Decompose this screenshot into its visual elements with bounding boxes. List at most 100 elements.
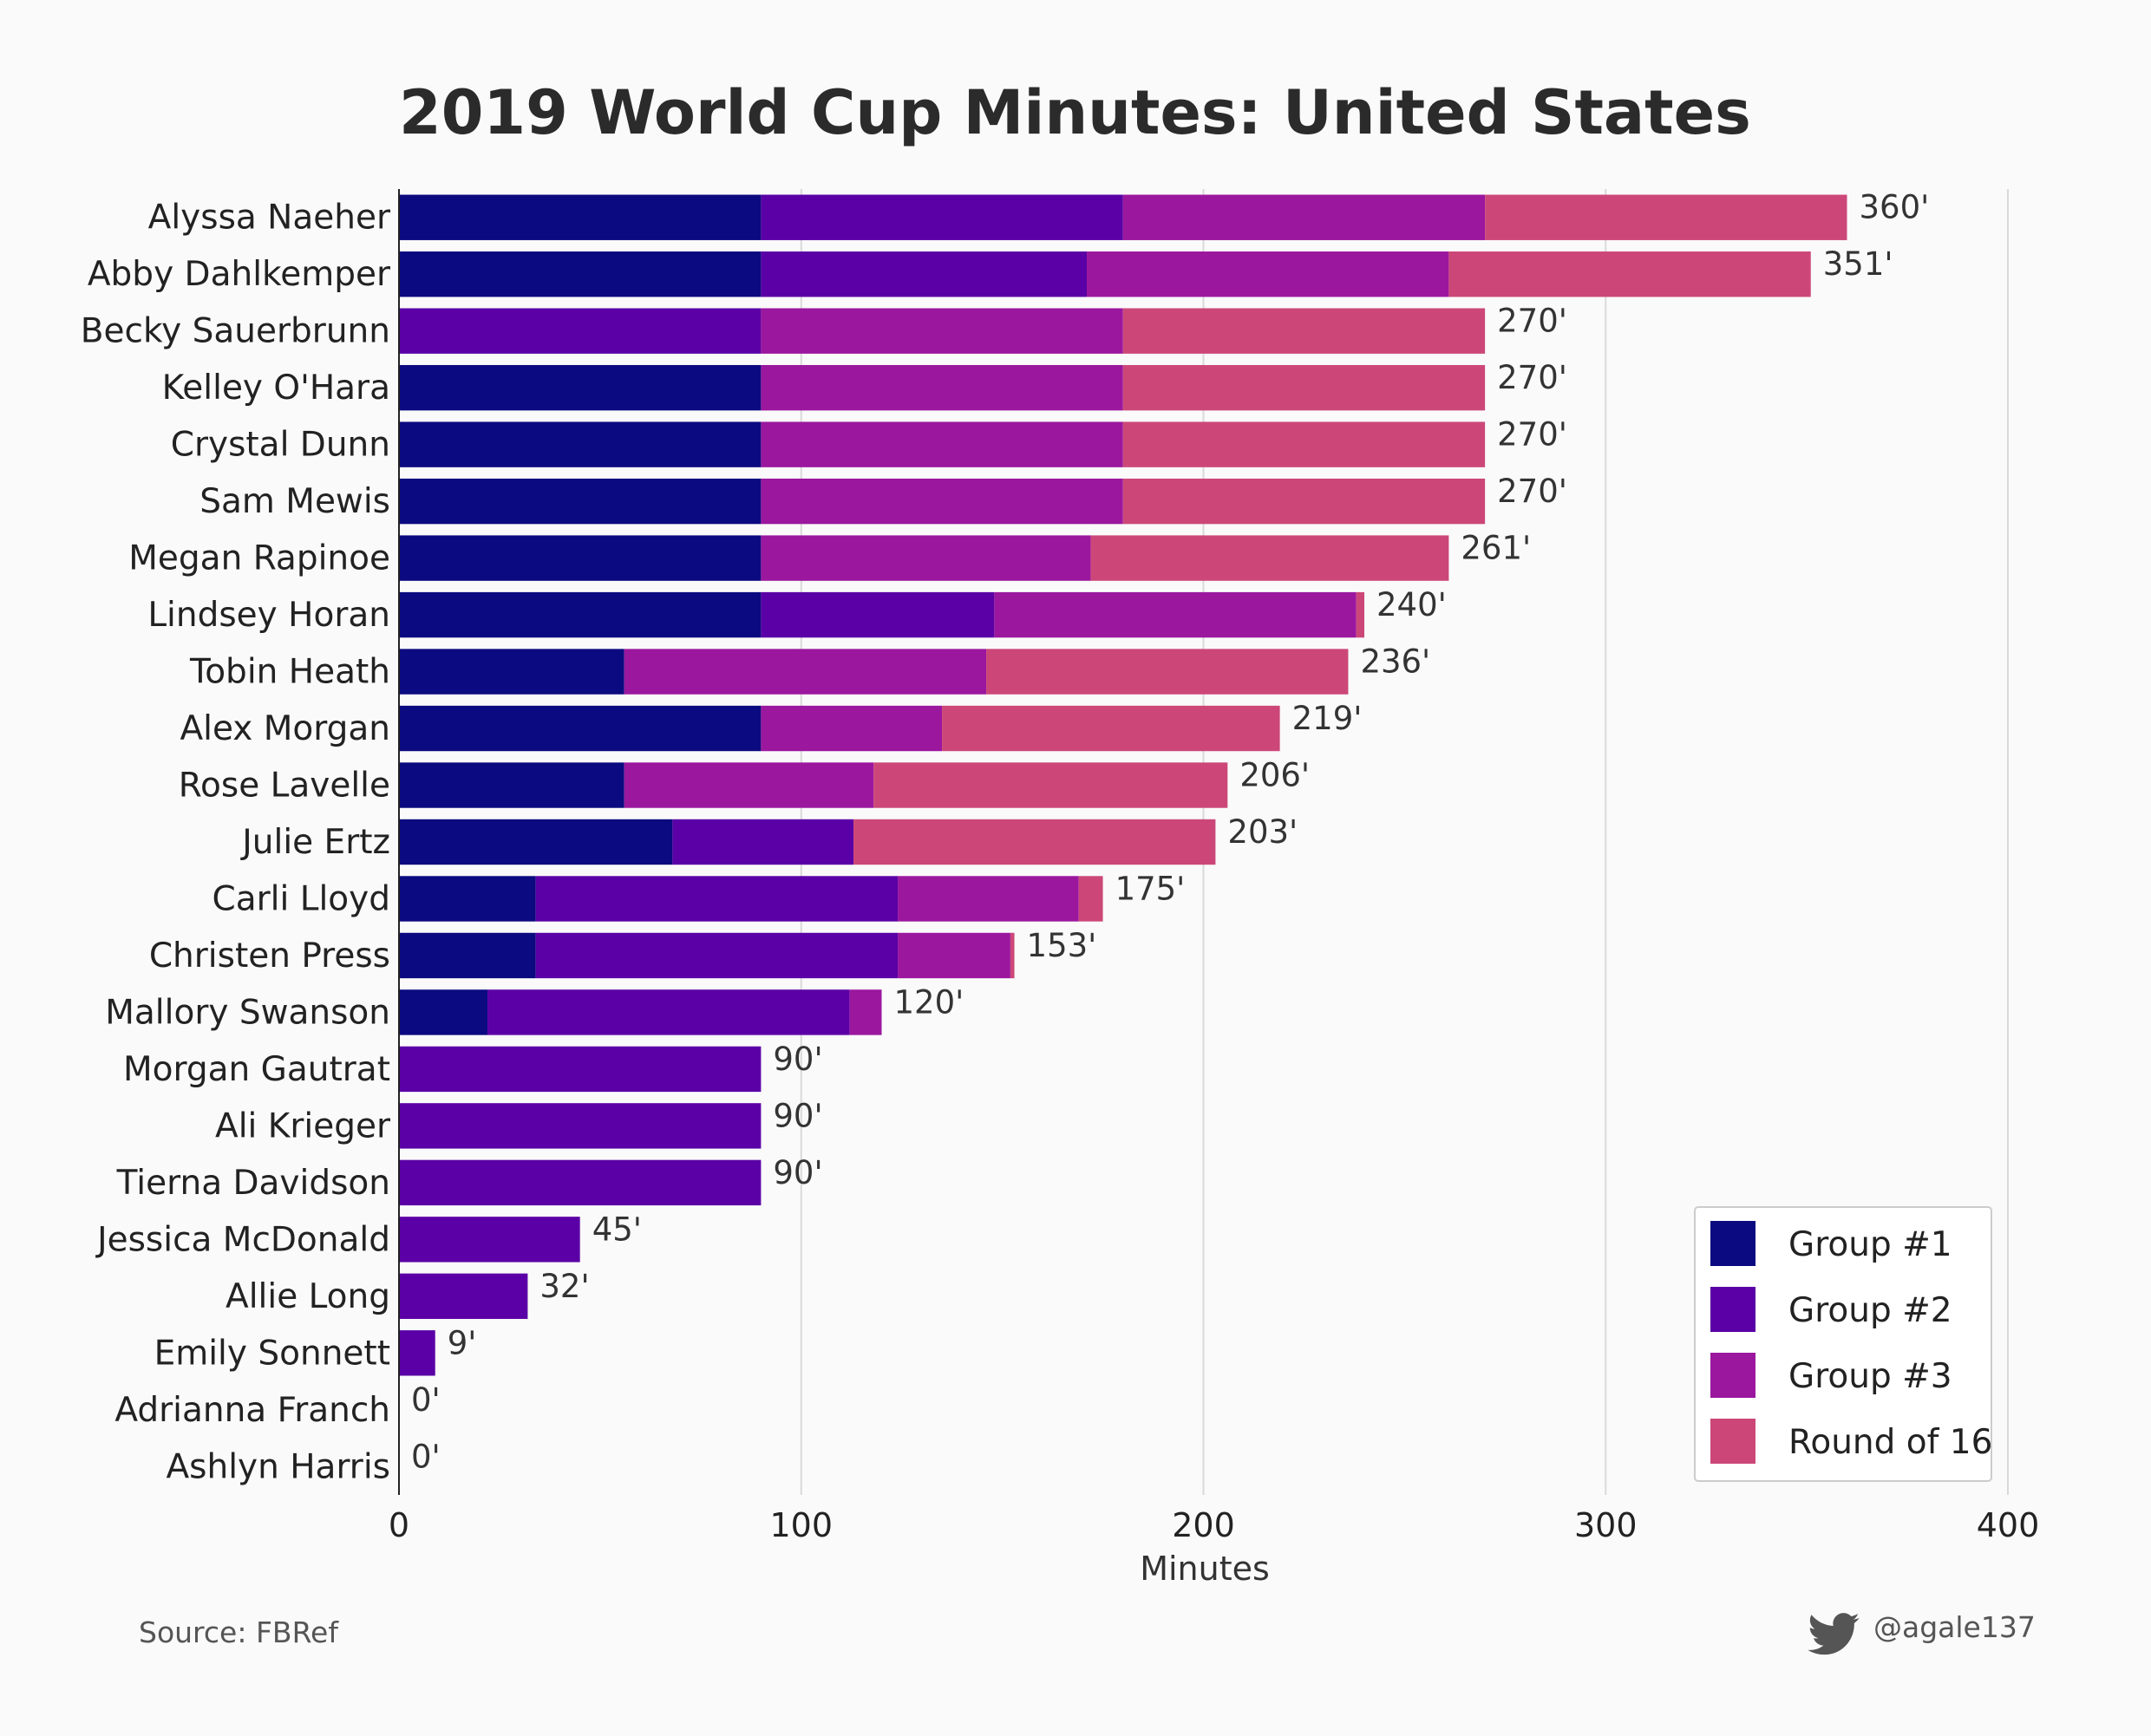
player-label: Tobin Heath bbox=[189, 653, 390, 692]
bar-segment bbox=[761, 478, 1123, 525]
legend-label: Group #1 bbox=[1788, 1225, 1952, 1264]
player-label: Rose Lavelle bbox=[179, 767, 390, 806]
bar-segment bbox=[399, 762, 624, 808]
player-labels: Alyssa Naeher Abby Dahlkemper Becky Sauerb… bbox=[81, 199, 391, 1487]
bar-segment bbox=[535, 932, 899, 979]
bar-segment bbox=[994, 591, 1357, 638]
bar-segment bbox=[399, 251, 762, 297]
x-tick-label: 400 bbox=[1977, 1506, 2040, 1544]
legend-swatch bbox=[1710, 1221, 1755, 1266]
bar-segment bbox=[624, 649, 987, 695]
total-value-label: 175' bbox=[1115, 870, 1186, 907]
bar-segment bbox=[1122, 364, 1486, 411]
player-label: Becky Sauerbrunn bbox=[81, 312, 390, 351]
bar-segment bbox=[399, 819, 673, 865]
player-label: Morgan Gautrat bbox=[123, 1050, 390, 1089]
bar-segment bbox=[399, 876, 536, 922]
legend-box bbox=[1694, 1206, 1992, 1482]
total-value-label: 236' bbox=[1360, 643, 1430, 681]
bar-segment bbox=[399, 932, 536, 979]
legend-swatch bbox=[1710, 1419, 1755, 1464]
bar-segment bbox=[399, 989, 488, 1035]
player-label: Alyssa Naeher bbox=[148, 199, 391, 238]
total-value-label: 0' bbox=[411, 1438, 441, 1475]
bar-segment bbox=[1010, 932, 1015, 979]
player-label: Lindsey Horan bbox=[147, 596, 390, 635]
bar-segment bbox=[399, 1330, 435, 1376]
player-label: Christen Press bbox=[149, 937, 390, 976]
bar-segment bbox=[399, 535, 762, 581]
total-value-label: 219' bbox=[1292, 700, 1363, 737]
x-tick-label: 200 bbox=[1172, 1506, 1235, 1544]
player-label: Jessica McDonald bbox=[95, 1220, 390, 1259]
total-value-label: 32' bbox=[539, 1268, 589, 1305]
total-value-label: 270' bbox=[1497, 303, 1567, 340]
bar-segment bbox=[399, 1159, 762, 1206]
bar-segment bbox=[986, 649, 1349, 695]
source-note: Source: FBRef bbox=[139, 1615, 339, 1649]
bar-segment bbox=[761, 251, 1088, 297]
bar-segment bbox=[399, 1273, 528, 1320]
bar-segment bbox=[1078, 876, 1103, 922]
x-tick-label: 300 bbox=[1574, 1506, 1638, 1544]
player-label: Megan Rapinoe bbox=[128, 539, 390, 578]
total-value-label: 360' bbox=[1860, 189, 1930, 226]
x-tick-label: 100 bbox=[769, 1506, 833, 1544]
twitter-handle: @agale137 bbox=[1873, 1610, 2036, 1644]
bar-segment bbox=[399, 364, 762, 411]
bar-segment bbox=[761, 591, 995, 638]
player-label: Sam Mewis bbox=[199, 482, 390, 521]
legend-label: Round of 16 bbox=[1788, 1423, 1992, 1462]
bar-segment bbox=[1122, 478, 1486, 525]
bar-segment bbox=[624, 762, 874, 808]
bar-segment bbox=[399, 591, 762, 638]
total-value-label: 203' bbox=[1227, 813, 1298, 851]
bar-segment bbox=[1122, 421, 1486, 467]
total-labels: 360' 351' 270' 270' 270' 270' 261' 240' 236' 219'… bbox=[411, 189, 1929, 1476]
chart-title: 2019 World Cup Minutes: United States bbox=[399, 77, 1751, 148]
x-tick-label: 0 bbox=[389, 1506, 409, 1544]
legend-label: Group #2 bbox=[1788, 1291, 1952, 1330]
player-label: Kelley O'Hara bbox=[162, 369, 390, 408]
total-value-label: 206' bbox=[1239, 757, 1310, 794]
player-label: Adrianna Franch bbox=[114, 1391, 390, 1430]
total-value-label: 45' bbox=[592, 1211, 642, 1248]
bar-segment bbox=[1122, 194, 1486, 240]
bar-segment bbox=[1448, 251, 1811, 297]
player-label: Crystal Dunn bbox=[171, 426, 390, 465]
legend-swatch bbox=[1710, 1287, 1755, 1332]
bar-segment bbox=[942, 705, 1280, 752]
legend-label: Group #3 bbox=[1788, 1357, 1952, 1396]
twitter-bird-icon bbox=[1808, 1613, 1860, 1655]
total-value-label: 90' bbox=[773, 1097, 822, 1134]
bar-segment bbox=[898, 932, 1010, 979]
bar-segment bbox=[399, 1103, 762, 1149]
bar-segment bbox=[1122, 308, 1486, 354]
player-label: Abby Dahlkemper bbox=[88, 255, 391, 294]
bar-segment bbox=[849, 989, 882, 1035]
legend: Group #1 Group #2 Group #3 Round of 16 bbox=[1694, 1206, 1992, 1482]
total-value-label: 90' bbox=[773, 1041, 822, 1078]
player-label: Carli Lloyd bbox=[212, 879, 391, 918]
bar-segment bbox=[399, 308, 762, 354]
total-value-label: 261' bbox=[1461, 530, 1531, 567]
player-label: Ashlyn Harris bbox=[166, 1447, 390, 1486]
total-value-label: 0' bbox=[411, 1381, 441, 1419]
bar-segment bbox=[1090, 535, 1449, 581]
bar-segment bbox=[399, 194, 762, 240]
bar-segment bbox=[761, 705, 943, 752]
total-value-label: 351' bbox=[1823, 245, 1893, 283]
bar-segment bbox=[672, 819, 854, 865]
player-label: Tierna Davidson bbox=[116, 1164, 390, 1203]
bar-segment bbox=[399, 1217, 580, 1263]
bar-segment bbox=[487, 989, 850, 1035]
total-value-label: 153' bbox=[1027, 927, 1097, 964]
bar-segment bbox=[1356, 591, 1364, 638]
total-value-label: 90' bbox=[773, 1154, 822, 1191]
bar-segment bbox=[399, 421, 762, 467]
player-label: Emily Sonnett bbox=[154, 1334, 390, 1373]
bar-segment bbox=[898, 876, 1079, 922]
bar-segment bbox=[761, 364, 1123, 411]
bar-segment bbox=[761, 194, 1123, 240]
